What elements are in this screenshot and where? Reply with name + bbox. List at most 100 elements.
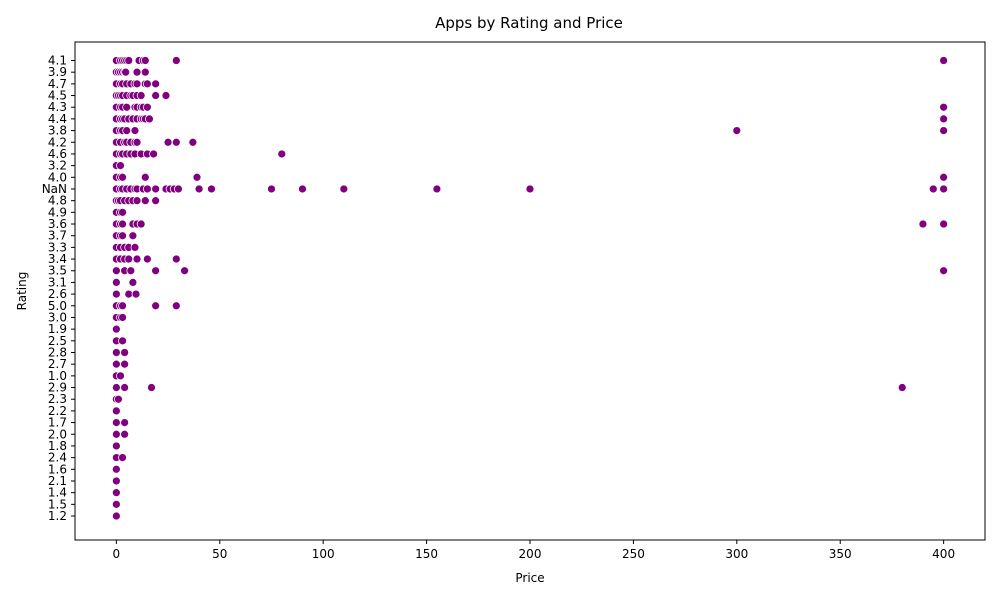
data-point	[171, 301, 181, 311]
data-point	[192, 172, 202, 182]
data-point	[111, 266, 121, 276]
data-point	[298, 184, 307, 194]
data-point	[939, 266, 948, 276]
y-tick-label: 1.5	[48, 497, 67, 511]
data-point	[124, 56, 134, 65]
data-point	[132, 254, 142, 264]
y-tick-label: 3.5	[48, 264, 67, 278]
y-tick-label: 2.1	[48, 474, 67, 488]
data-point	[897, 383, 907, 392]
data-point	[111, 383, 121, 392]
x-axis: 0 50 100 150 200 250 300 350 400	[113, 540, 955, 561]
data-point	[171, 137, 181, 147]
data-point	[171, 56, 181, 65]
data-point	[111, 476, 121, 486]
data-point	[142, 102, 152, 112]
y-tick-label: 3.8	[48, 124, 67, 138]
y-tick-label: 4.0	[48, 170, 67, 184]
data-point	[151, 79, 161, 89]
y-tick-label: 4.5	[48, 89, 67, 103]
y-tick-label: 3.9	[48, 65, 67, 79]
y-tick-label: 2.7	[48, 357, 67, 371]
y-tick-label: 1.4	[48, 486, 67, 500]
y-tick-label: 4.7	[48, 77, 67, 91]
y-tick-label: 1.0	[48, 369, 67, 383]
data-point	[132, 196, 142, 206]
y-tick-label: 1.8	[48, 439, 67, 453]
data-point	[151, 266, 161, 276]
data-point	[120, 359, 129, 369]
x-tick-label: 300	[725, 547, 748, 561]
data-point	[267, 184, 276, 194]
data-point	[432, 184, 442, 194]
data-point	[171, 254, 181, 264]
data-point	[928, 184, 938, 194]
data-point	[918, 219, 928, 229]
data-point	[111, 289, 121, 299]
data-point	[140, 56, 150, 65]
data-points	[111, 56, 949, 521]
data-point	[161, 91, 171, 100]
data-point	[111, 348, 121, 357]
data-point	[939, 126, 948, 135]
data-point	[128, 231, 138, 241]
data-point	[732, 126, 742, 135]
data-point	[111, 441, 121, 451]
y-axis-label: Rating	[15, 272, 29, 311]
y-tick-label: 2.5	[48, 334, 67, 348]
y-tick-label: NaN	[42, 182, 67, 196]
y-tick-label: 1.9	[48, 322, 67, 336]
data-point	[120, 348, 129, 357]
y-tick-label: 4.4	[48, 112, 67, 126]
data-point	[136, 91, 146, 100]
data-point	[145, 114, 154, 124]
data-point	[120, 418, 129, 427]
chart-title: Apps by Rating and Price	[435, 14, 623, 32]
plot-frame	[74, 41, 986, 541]
data-point	[140, 67, 150, 77]
data-point	[130, 243, 140, 252]
y-tick-label: 3.4	[48, 252, 67, 266]
data-point	[118, 219, 127, 229]
data-point	[277, 149, 287, 159]
data-point	[149, 149, 158, 159]
data-point	[131, 289, 141, 299]
data-point	[142, 254, 152, 264]
data-point	[120, 429, 129, 439]
x-tick-label: 400	[932, 547, 955, 561]
y-tick-label: 3.7	[48, 229, 67, 243]
data-point	[151, 196, 161, 206]
data-point	[124, 254, 134, 264]
y-tick-label: 2.3	[48, 392, 67, 406]
data-point	[120, 383, 129, 392]
y-tick-label: 3.1	[48, 275, 67, 289]
data-point	[111, 406, 121, 416]
x-tick-label: 350	[829, 547, 852, 561]
data-point	[939, 56, 948, 65]
y-tick-label: 2.2	[48, 404, 67, 418]
y-tick-label: 4.6	[48, 147, 67, 161]
data-point	[939, 184, 948, 194]
data-point	[118, 172, 127, 182]
y-axis: 4.13.94.74.54.34.43.84.24.63.24.0NaN4.84…	[42, 54, 75, 523]
data-point	[128, 278, 138, 287]
x-tick-label: 0	[113, 547, 121, 561]
y-tick-label: 4.1	[48, 54, 67, 68]
y-tick-label: 2.9	[48, 381, 67, 395]
data-point	[111, 464, 121, 474]
data-point	[111, 359, 121, 369]
y-tick-label: 3.3	[48, 240, 67, 254]
x-tick-label: 150	[415, 547, 438, 561]
data-point	[147, 383, 156, 392]
data-point	[180, 266, 189, 276]
data-point	[114, 394, 123, 404]
y-tick-label: 4.9	[48, 205, 67, 219]
data-point	[207, 184, 216, 194]
data-point	[118, 207, 127, 217]
data-point	[140, 196, 150, 206]
y-tick-label: 4.8	[48, 194, 67, 208]
data-point	[111, 418, 121, 427]
y-tick-label: 1.2	[48, 509, 67, 523]
x-tick-label: 50	[212, 547, 227, 561]
y-tick-label: 3.0	[48, 310, 67, 324]
